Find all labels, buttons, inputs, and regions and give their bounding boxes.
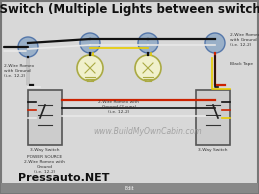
Circle shape — [80, 33, 100, 53]
Circle shape — [135, 55, 161, 81]
Circle shape — [77, 55, 103, 81]
FancyBboxPatch shape — [196, 90, 230, 145]
FancyBboxPatch shape — [1, 183, 258, 193]
Text: 3-Way Switch (Multiple Lights between switches #1): 3-Way Switch (Multiple Lights between sw… — [0, 3, 259, 16]
FancyBboxPatch shape — [28, 90, 62, 145]
Text: 2-Wire Romex
with Ground
(i.e. 12-2): 2-Wire Romex with Ground (i.e. 12-2) — [230, 33, 259, 47]
Circle shape — [18, 37, 38, 57]
Text: Black Tape: Black Tape — [230, 62, 253, 66]
Text: 2-Wire Romex
with Ground
(i.e. 12-2): 2-Wire Romex with Ground (i.e. 12-2) — [4, 64, 34, 78]
Text: POWER SOURCE
2-Wire Romex with
Ground
(i.e. 12-2): POWER SOURCE 2-Wire Romex with Ground (i… — [25, 155, 66, 174]
Text: www.BuildMyOwnCabin.com: www.BuildMyOwnCabin.com — [94, 127, 202, 137]
Text: 3-Way Switch: 3-Way Switch — [198, 148, 228, 152]
Text: 3-Way Switch: 3-Way Switch — [30, 148, 60, 152]
Text: Edit: Edit — [124, 185, 134, 191]
Circle shape — [205, 33, 225, 53]
Circle shape — [138, 33, 158, 53]
Text: 2-Wire Romex with
Ground (2 runs)
(i.e. 12-2): 2-Wire Romex with Ground (2 runs) (i.e. … — [98, 100, 140, 114]
Text: Pressauto.NET: Pressauto.NET — [18, 173, 110, 183]
